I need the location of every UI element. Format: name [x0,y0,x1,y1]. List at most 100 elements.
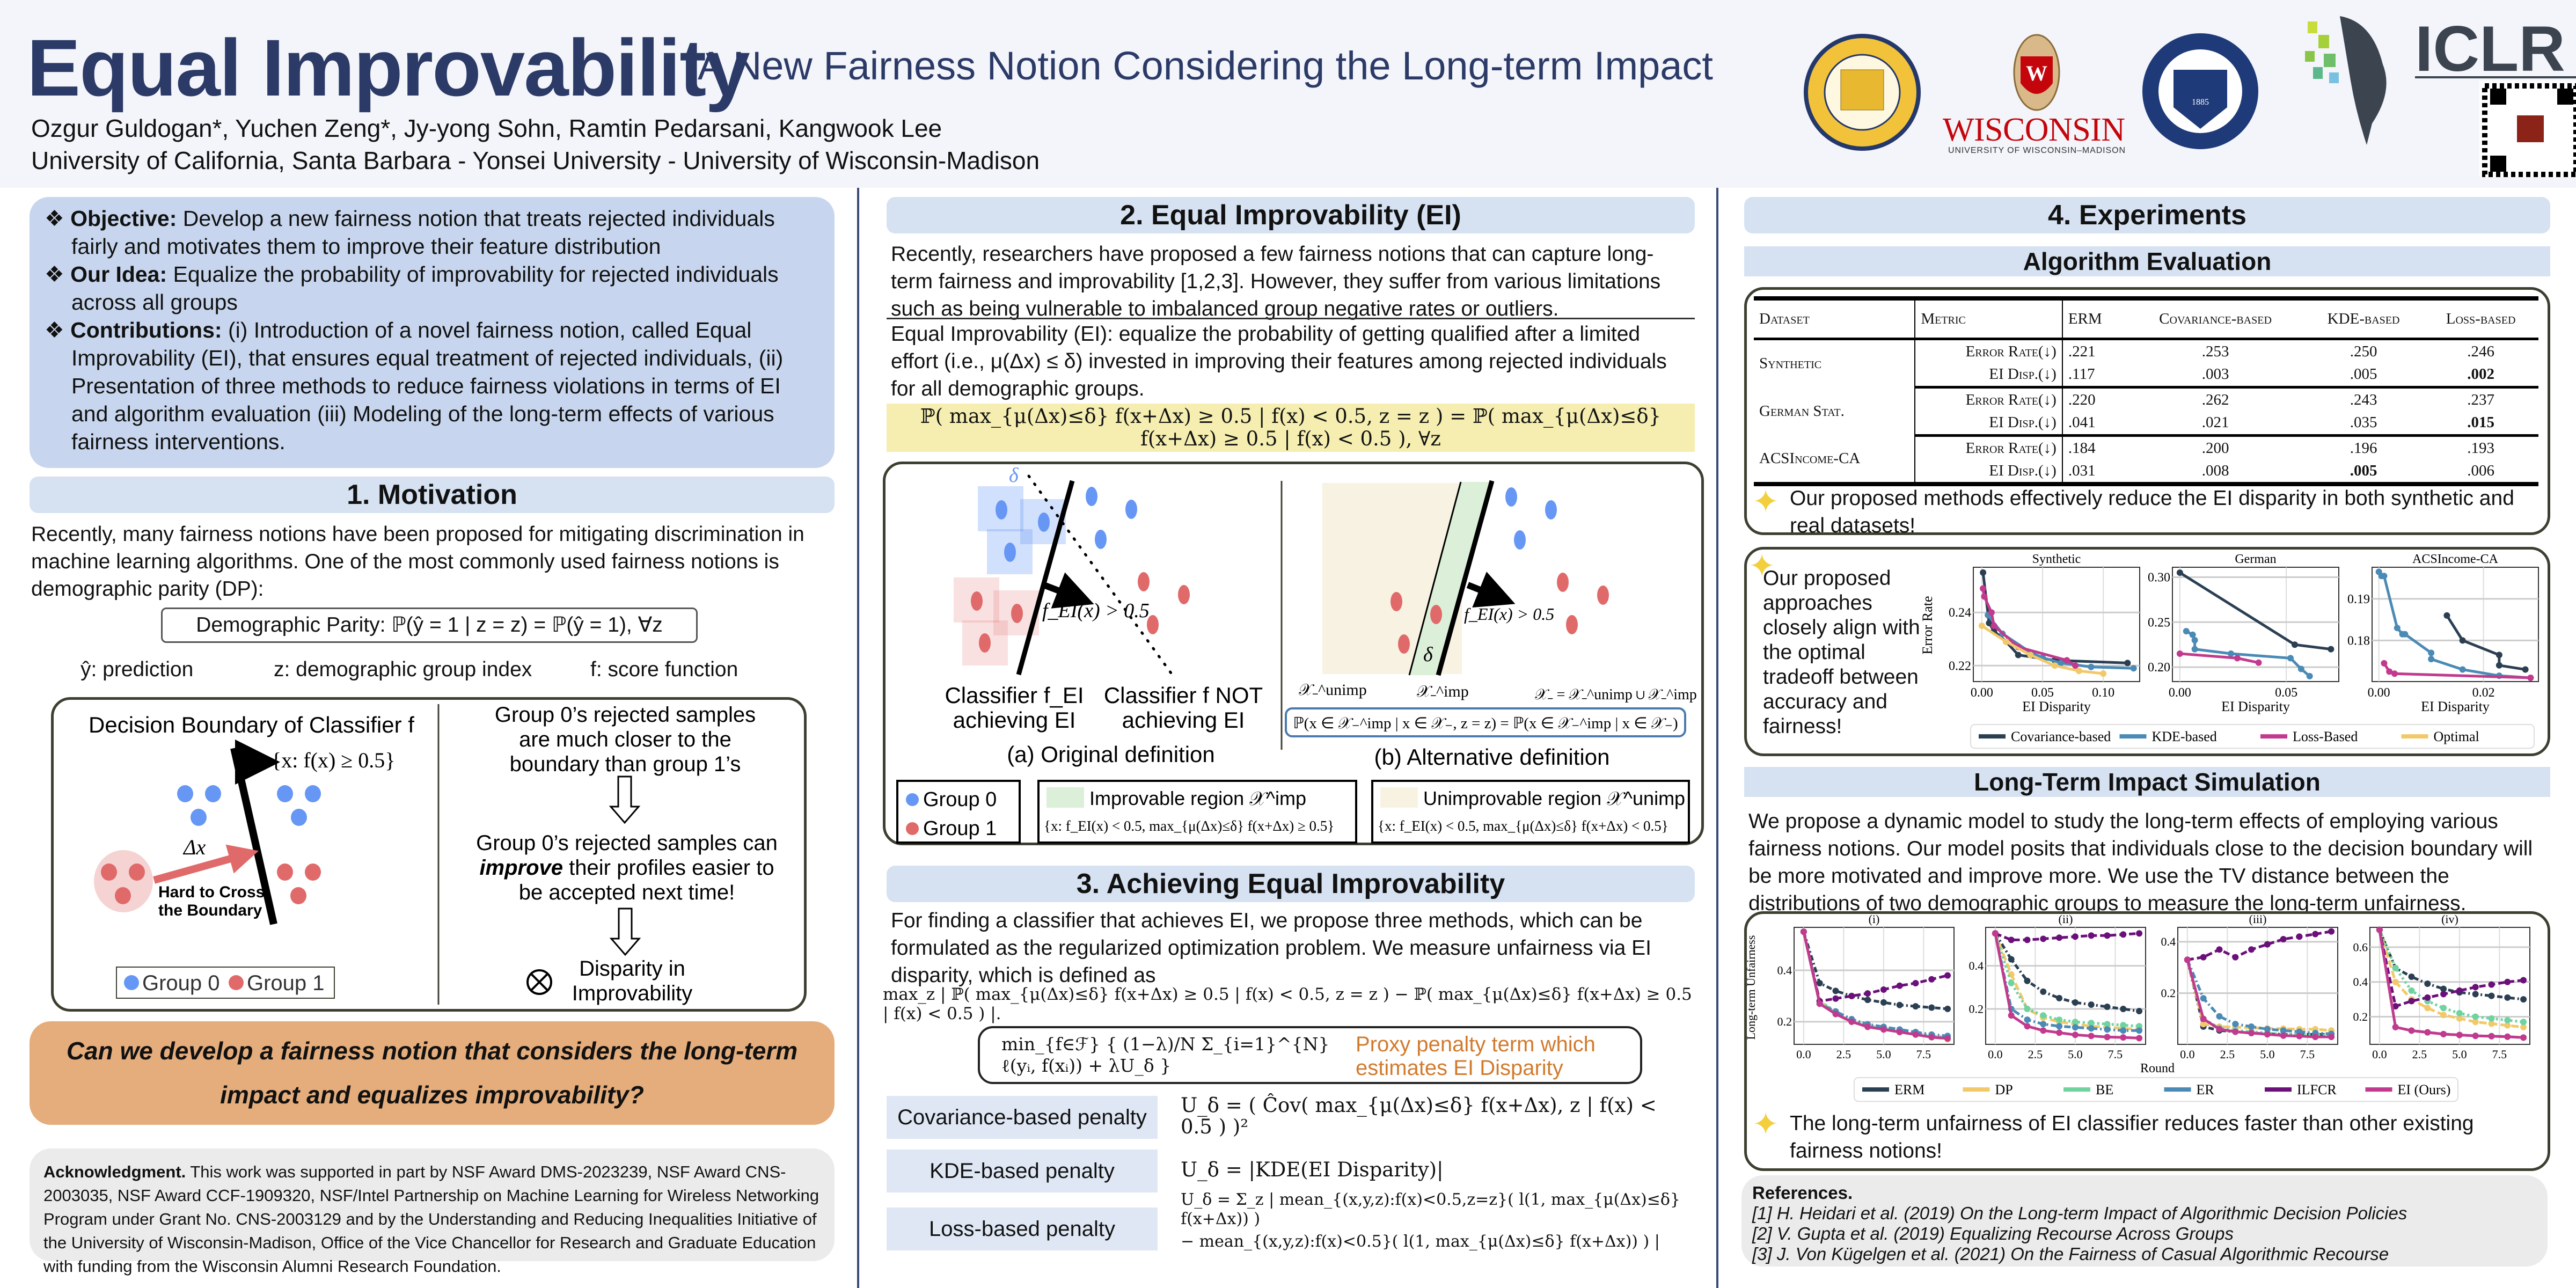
data-point [2291,641,2298,648]
series-line-ilfcr [1994,932,2140,941]
openreview-qr-code[interactable] [2479,80,2576,177]
data-point [2136,1035,2143,1042]
table-row: EI Disp.(↓) .031.008.005.006 [1754,459,2538,486]
x-tick-label: 2.5 [2028,1048,2043,1061]
data-point [2520,996,2527,1003]
data-point [2024,977,2031,984]
data-point [1896,982,1903,989]
data-point [1800,928,1807,935]
data-point [2232,1028,2239,1035]
affiliations: University of California, Santa Barbara … [31,147,1040,174]
data-point [2232,1021,2239,1028]
data-point [2472,984,2479,991]
data-point [2120,1034,2127,1041]
data-point [2456,1010,2463,1017]
ei-definition-diagram: δ f_EI(x) > 0.5 Classifier f_EIachieving… [896,464,1697,844]
data-point [2072,1024,2079,1031]
x-tick-label: 5.0 [2068,1048,2083,1061]
y-tick-label: 0.25 [2148,616,2170,630]
poster-subtitle: A New Fairness Notion Considering the Lo… [698,43,1713,88]
data-point [2443,612,2450,619]
data-point [2124,660,2131,667]
data-point [2459,666,2466,673]
unimprovable-legend [1371,780,1690,844]
series-line-ei-ours- [2378,930,2524,1039]
series-line-er [2186,959,2332,1035]
circled-x-icon [526,969,552,995]
data-point [2056,1023,2063,1030]
legend-label: EI (Ours) [2398,1082,2451,1097]
optimization-objective-box: min_{f∈ℱ} { (1−λ)/N Σ_{i=1}^{N} ℓ(yᵢ, f(… [978,1026,1642,1084]
data-point [2522,666,2529,673]
data-point [2104,1004,2111,1011]
svg-text:improve their profiles easier: improve their profiles easier to [479,856,774,880]
data-point [2051,662,2058,669]
panel-title: Synthetic [2032,552,2081,566]
data-point [2216,1026,2223,1033]
data-point [2312,1034,2319,1041]
svg-text:Classifier f_EI: Classifier f_EI [945,683,1084,708]
data-point [2472,1013,2479,1020]
data-point [2130,665,2137,672]
x-tick-label: 0.02 [2472,686,2495,700]
x-tick-label: 7.5 [2108,1048,2123,1061]
x-tick-label: 5.0 [2260,1048,2275,1061]
motivation-text: Recently, many fairness notions have bee… [31,523,804,601]
data-point [1880,999,1887,1006]
column-divider [1716,188,1718,1288]
data-point [2312,931,2319,938]
data-point [1981,593,1988,600]
research-question: Can we develop a fairness notion that co… [30,1021,835,1125]
data-point [1912,1003,1919,1010]
x-tick-label: 5.0 [1876,1048,1891,1061]
series-line-er [1994,933,2140,1032]
legend-label: Covariance-based [2011,729,2111,744]
data-point [1988,609,1995,616]
ei-formula: ℙ( max_{μ(Δx)≤δ} f(x+Δx) ≥ 0.5 | f(x) < … [887,404,1695,452]
series-line-dp [2378,929,2524,1029]
data-point [2488,1020,2495,1027]
ei-definition: Equal Improvability (EI): equalize the p… [891,323,1667,400]
table-row: ACSIncome-CA Error Rate(↓) .184.200.196.19… [1754,435,2538,486]
data-point [2440,1012,2447,1019]
series-line-erm [1802,931,1948,1011]
y-tick-label: 0.18 [2347,634,2370,648]
data-point [2056,1029,2063,1036]
svg-text:𝒳₋^imp: 𝒳₋^imp [1417,683,1469,700]
x-tick-label: 2.5 [2412,1048,2427,1061]
data-point [2072,662,2079,669]
legend-score-function: f: score function [590,658,738,681]
data-point [2024,1006,2031,1013]
y-tick-label: 0.19 [2347,592,2370,606]
data-point [2136,1027,2143,1034]
sparkle-icon: ✦ [1752,484,1780,519]
x-tick-label: 7.5 [2300,1048,2315,1061]
panel-german: German 0.00 0.05 0.20 0.25 0.30 [2148,552,2339,700]
data-point [2376,926,2383,933]
x-tick-label: 0.05 [2275,686,2297,700]
objective-item: ❖ Objective: Develop a new fairness noti… [45,206,775,259]
data-point [2264,1026,2271,1033]
data-point [2075,668,2082,675]
data-point [1978,622,1985,629]
yonsei-logo: 1885 [2142,33,2258,149]
y-tick-label: 0.4 [2161,935,2176,948]
data-point [2072,1031,2079,1038]
data-point [2104,1021,2111,1028]
table-row: EI Disp.(↓) .041.021.035.015 [1754,411,2538,437]
data-point [1896,1029,1903,1036]
demographic-parity-formula: Demographic Parity: ℙ(ŷ = 1 | z = z) = ℙ… [161,608,698,643]
x-axis-label: EI Disparity [2421,699,2490,714]
panel-title: (ii) [2059,912,2073,926]
data-point [1864,1023,1871,1030]
references: References. [1] H. Heidari et al. (2019)… [1741,1175,2548,1267]
svg-text:δ: δ [1009,464,1019,487]
wisconsin-logo: W WISCONSIN UNIVERSITY OF WISCONSIN–MADI… [1943,34,2125,155]
svg-text:𝒳₋^unimp: 𝒳₋^unimp [1299,681,1367,699]
long-term-chart: (i) 0.0 2.5 5.0 7.5 0.2 0.4 (ii) 0.0 2.5 5.0 7.5 0.2… [1744,912,2530,1102]
data-point [2527,675,2534,682]
data-point [2402,631,2409,638]
data-point [2063,657,2070,664]
data-point [1832,995,1839,1002]
section-title-motivation: 1. Motivation [30,477,835,513]
